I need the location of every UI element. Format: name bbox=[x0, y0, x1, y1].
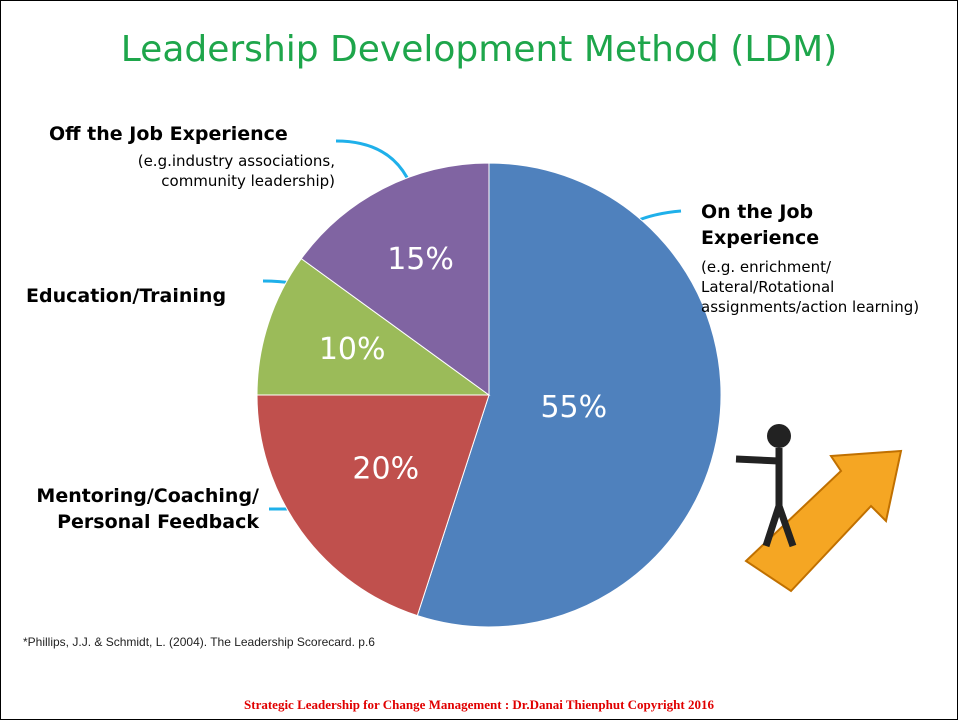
category-description: (e.g.industry associations, community le… bbox=[137, 152, 335, 190]
footer: Strategic Leadership for Change Manageme… bbox=[244, 697, 714, 712]
chart-title: Leadership Development Method (LDM) bbox=[120, 29, 838, 70]
category-label: On the Job Experience bbox=[701, 201, 820, 249]
pie-slice bbox=[256, 257, 491, 396]
category-description: (e.g. enrichment/ Lateral/Rotational ass… bbox=[701, 258, 920, 316]
data-label: 55% bbox=[540, 390, 607, 425]
pie-slice bbox=[300, 162, 490, 396]
category-label: Mentoring/Coaching/ Personal Feedback bbox=[36, 485, 259, 533]
pie-slice bbox=[416, 162, 722, 628]
illustration-arrow bbox=[744, 449, 903, 593]
illustration-figure bbox=[767, 424, 791, 448]
illustration bbox=[735, 424, 903, 593]
data-label: 10% bbox=[319, 332, 386, 367]
data-label: 20% bbox=[352, 452, 419, 487]
data-label: 15% bbox=[387, 242, 454, 277]
category-label: Off the Job Experience bbox=[49, 123, 288, 145]
category-label: Education/Training bbox=[26, 285, 227, 307]
pie-slice bbox=[256, 394, 490, 617]
illustration-figure bbox=[735, 448, 797, 548]
footnote: *Phillips, J.J. & Schmidt, L. (2004). Th… bbox=[23, 635, 375, 649]
